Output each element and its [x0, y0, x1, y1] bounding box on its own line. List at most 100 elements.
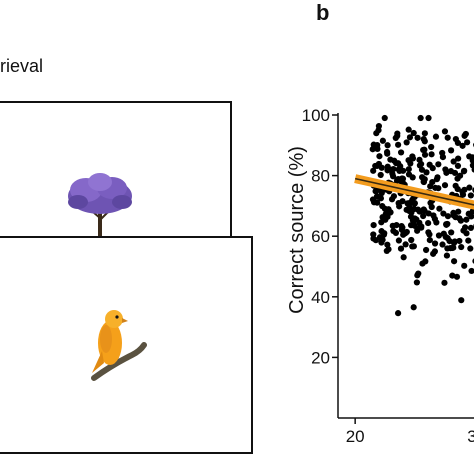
- data-point: [431, 248, 438, 255]
- data-point: [393, 222, 400, 229]
- data-point: [471, 163, 474, 170]
- data-point: [370, 167, 377, 174]
- data-point: [425, 114, 432, 122]
- data-point: [436, 205, 443, 212]
- data-point: [384, 241, 391, 248]
- data-points: [369, 114, 474, 317]
- data-point: [459, 142, 466, 149]
- data-point: [447, 245, 454, 252]
- data-point: [372, 188, 379, 195]
- data-point: [395, 141, 402, 148]
- data-point: [404, 200, 411, 207]
- data-point: [440, 210, 447, 217]
- data-point: [390, 193, 398, 200]
- data-point: [376, 153, 383, 160]
- data-point: [467, 245, 474, 252]
- y-tick-label: 60: [311, 227, 330, 246]
- data-point: [449, 272, 456, 279]
- data-point: [464, 139, 471, 146]
- data-point: [425, 229, 432, 236]
- data-point: [392, 134, 399, 142]
- data-point: [378, 219, 385, 226]
- data-point: [370, 222, 377, 229]
- data-point: [423, 246, 430, 254]
- data-point: [384, 163, 391, 170]
- y-axis-label: Correct source (%): [286, 146, 308, 314]
- bird-image: [91, 310, 147, 381]
- data-point: [421, 138, 428, 145]
- x-tick-label: 30: [467, 427, 474, 446]
- data-point: [447, 168, 455, 175]
- data-point: [443, 221, 450, 228]
- data-point: [409, 243, 416, 250]
- data-point: [455, 208, 462, 215]
- data-point: [458, 243, 465, 251]
- data-point: [400, 254, 407, 261]
- data-point: [383, 247, 390, 255]
- fit-regression-line: [354, 177, 474, 206]
- tree-image: [68, 173, 132, 243]
- data-point: [405, 166, 412, 173]
- data-point: [410, 129, 417, 137]
- data-point: [428, 203, 435, 211]
- stimulus-card-bird: [0, 236, 253, 454]
- data-point: [454, 139, 461, 146]
- data-point: [466, 153, 473, 160]
- data-point: [409, 155, 417, 162]
- data-point: [383, 148, 391, 156]
- data-point: [381, 230, 388, 237]
- data-point: [387, 156, 394, 163]
- data-point: [444, 134, 451, 141]
- data-point: [448, 229, 455, 236]
- data-point: [435, 232, 443, 239]
- data-point: [453, 273, 461, 280]
- data-point: [450, 258, 458, 265]
- data-point: [456, 237, 463, 245]
- data-point: [468, 213, 474, 220]
- y-tick-label: 40: [311, 288, 330, 307]
- data-point: [439, 149, 446, 157]
- data-point: [420, 178, 427, 185]
- data-point: [414, 134, 421, 141]
- data-point: [384, 142, 391, 149]
- chart-axes: 20 40 60 80 100 20 30: [302, 106, 474, 446]
- data-point: [420, 146, 427, 154]
- data-point: [432, 133, 440, 140]
- data-point: [431, 240, 439, 247]
- data-point: [469, 157, 474, 164]
- panel-label-b: b: [316, 0, 330, 25]
- data-point: [421, 151, 429, 158]
- data-point: [466, 184, 473, 191]
- data-point: [454, 162, 462, 169]
- data-point: [390, 227, 397, 234]
- data-point: [465, 237, 472, 244]
- data-point: [463, 216, 470, 223]
- data-point: [461, 186, 468, 193]
- data-point: [417, 114, 424, 122]
- data-point: [461, 132, 468, 139]
- data-point: [387, 209, 394, 216]
- data-point: [397, 245, 405, 252]
- data-point: [370, 235, 377, 242]
- data-point: [444, 213, 452, 220]
- data-point: [428, 143, 435, 151]
- data-point: [408, 236, 415, 244]
- data-point: [427, 183, 434, 190]
- data-point: [416, 162, 424, 169]
- data-point: [426, 161, 433, 168]
- data-point: [374, 142, 381, 149]
- data-point: [416, 156, 423, 163]
- data-point: [400, 231, 407, 238]
- data-point: [397, 149, 405, 156]
- data-point: [428, 151, 435, 158]
- data-point: [381, 114, 388, 122]
- data-point: [461, 167, 468, 174]
- data-point: [452, 214, 459, 221]
- data-point: [439, 241, 446, 248]
- data-point: [410, 217, 417, 225]
- data-point: [423, 169, 430, 176]
- data-point: [461, 262, 468, 269]
- data-point: [382, 210, 389, 218]
- data-point: [411, 200, 418, 207]
- data-point: [425, 219, 432, 227]
